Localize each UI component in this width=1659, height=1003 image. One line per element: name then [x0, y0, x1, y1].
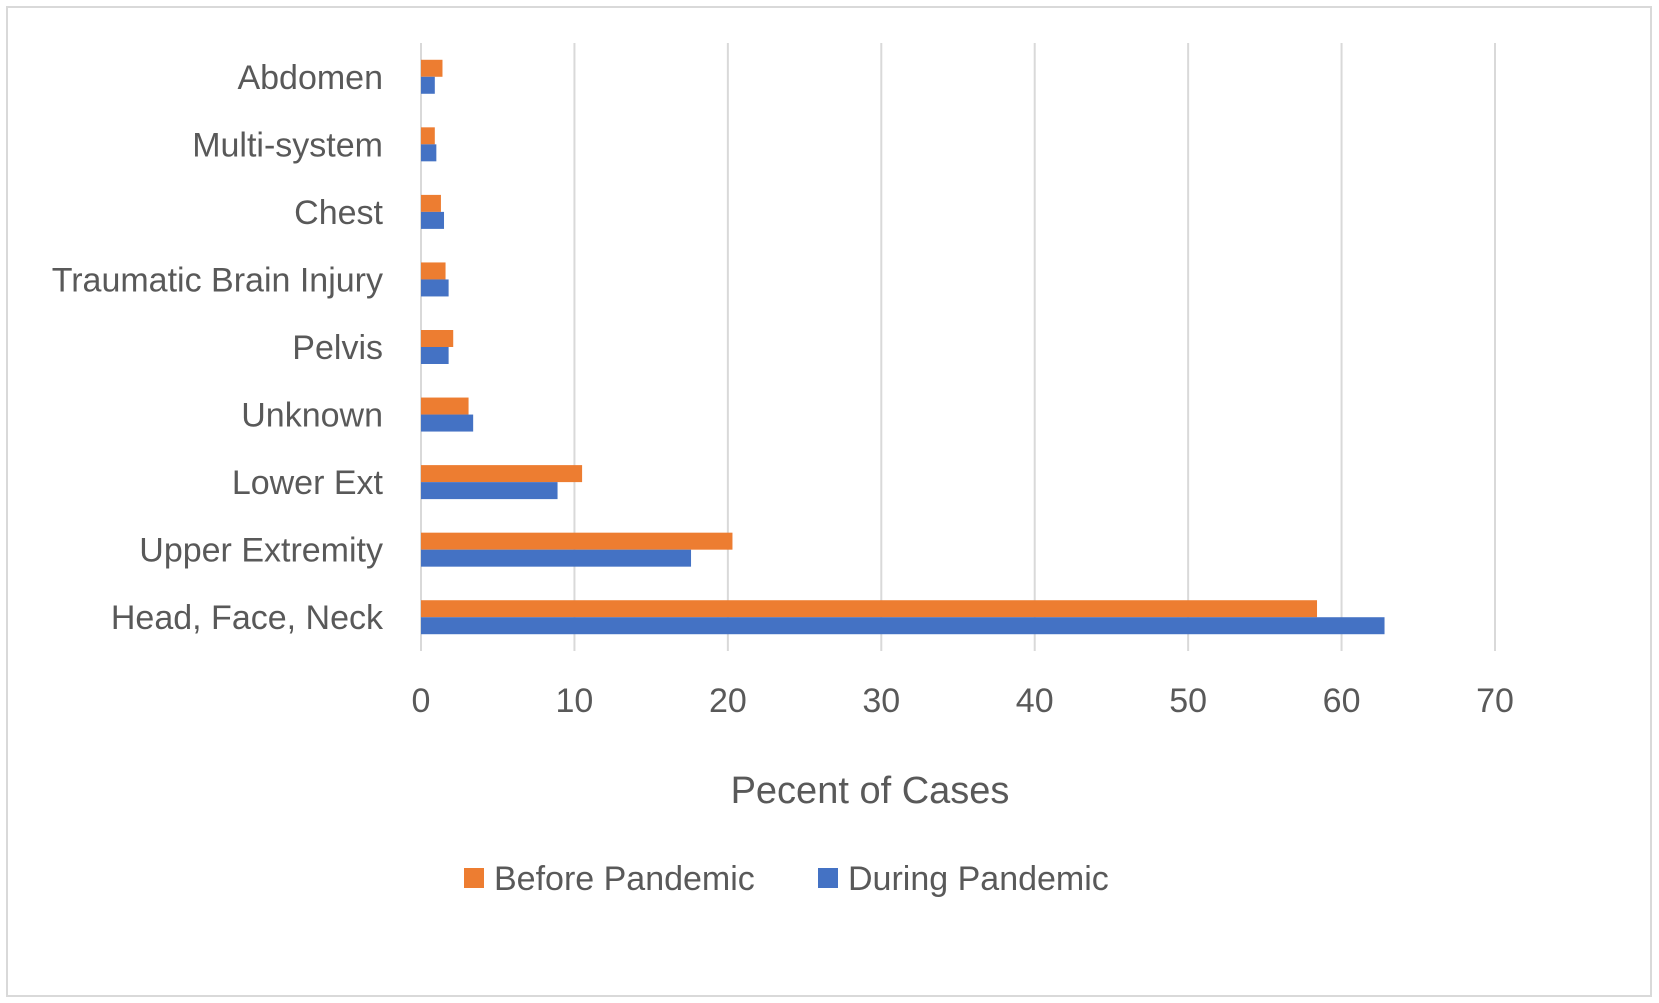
bar — [421, 262, 446, 280]
x-tick-label: 20 — [709, 682, 747, 720]
category-label: Upper Extremity — [139, 532, 383, 570]
category-axis: Head, Face, Neck Upper Extremity Lower Ext… — [52, 59, 384, 637]
legend-label: During Pandemic — [848, 860, 1109, 898]
category-label: Chest — [294, 194, 383, 232]
legend-item: Before Pandemic — [464, 860, 755, 898]
gridlines — [420, 43, 1496, 651]
legend-swatch — [464, 868, 484, 888]
category-label: Head, Face, Neck — [111, 599, 384, 637]
x-tick-label: 30 — [862, 682, 900, 720]
x-tick-label: 50 — [1169, 682, 1207, 720]
bar — [421, 279, 449, 297]
category-label: Multi-system — [192, 126, 383, 164]
category-label: Traumatic Brain Injury — [52, 261, 383, 299]
legend: Before Pandemic During Pandemic — [464, 860, 1109, 898]
legend-swatch — [818, 868, 838, 888]
bar — [421, 465, 583, 483]
bar — [421, 414, 474, 432]
bar — [421, 194, 441, 212]
bar — [421, 397, 469, 415]
category-label: Unknown — [241, 397, 383, 435]
legend-item: During Pandemic — [818, 860, 1109, 898]
bar — [421, 59, 443, 77]
bar — [421, 549, 692, 567]
bar — [421, 144, 437, 162]
bars — [421, 59, 1385, 635]
category-label: Pelvis — [292, 329, 383, 367]
bar — [421, 617, 1385, 635]
bar — [421, 532, 733, 550]
x-tick-label: 0 — [412, 682, 431, 720]
value-axis: 0 10 20 30 40 50 60 70 — [412, 682, 1514, 720]
x-axis-title: Pecent of Cases — [731, 770, 1010, 812]
category-label: Lower Ext — [232, 464, 384, 502]
chart-area: 0 10 20 30 40 50 60 70 Head, Face, Neck Upper Ex… — [6, 6, 1652, 997]
x-tick-label: 60 — [1323, 682, 1361, 720]
bar — [421, 600, 1318, 618]
x-tick-label: 40 — [1016, 682, 1054, 720]
legend-label: Before Pandemic — [494, 860, 755, 898]
x-tick-label: 70 — [1476, 682, 1514, 720]
x-tick-label: 10 — [556, 682, 594, 720]
bar — [421, 482, 558, 500]
bar — [421, 211, 445, 229]
bar-chart: 0 10 20 30 40 50 60 70 Head, Face, Neck Upper Ex… — [52, 43, 1514, 898]
category-label: Abdomen — [237, 59, 383, 97]
bar — [421, 76, 435, 94]
bar — [421, 347, 449, 364]
bar — [421, 330, 454, 347]
bar — [421, 127, 435, 145]
